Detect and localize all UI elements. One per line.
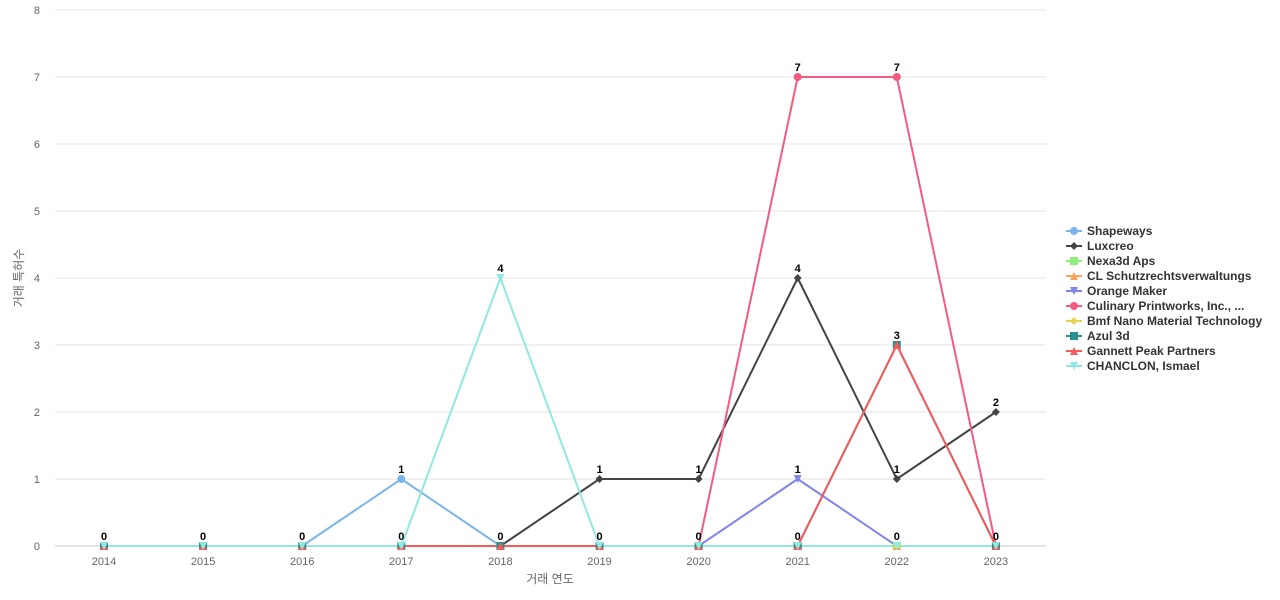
- x-axis-title: 거래 연도: [526, 572, 574, 586]
- x-tick-label: 2020: [686, 556, 710, 568]
- data-label: 3: [894, 330, 900, 342]
- legend-item-gannett-peak-partners: Gannett Peak Partners: [1087, 344, 1216, 358]
- y-tick-label: 1: [34, 474, 40, 486]
- data-point-luxcreo: [892, 475, 901, 483]
- legend-marker: [1070, 287, 1078, 295]
- data-point-chanclon-ismael: [793, 542, 802, 550]
- data-label: 0: [696, 531, 702, 543]
- data-label: 0: [894, 531, 900, 543]
- data-point-culinary-printworks-inc: [793, 73, 802, 81]
- data-label: 1: [795, 464, 801, 476]
- y-axis-title: 거래 특허수: [12, 249, 26, 308]
- grid-lines: [55, 9, 1046, 547]
- legend-item-azul-3d: Azul 3d: [1087, 329, 1130, 343]
- data-label: 1: [596, 464, 602, 476]
- data-label: 2: [993, 397, 999, 409]
- legend-item-culinary-printworks-inc: Culinary Printworks, Inc., ...: [1087, 299, 1244, 313]
- data-point-gannett-peak-partners: [496, 542, 505, 550]
- y-tick-label: 2: [34, 407, 40, 419]
- data-label: 7: [795, 62, 801, 74]
- x-tick-label: 2015: [191, 556, 215, 568]
- data-point-gannett-peak-partners: [892, 341, 901, 349]
- data-label: 0: [795, 531, 801, 543]
- data-point-chanclon-ismael: [892, 542, 901, 550]
- series-markers: [100, 73, 1000, 550]
- data-point-chanclon-ismael: [694, 542, 703, 550]
- series-line-gannett-peak-partners: [104, 344, 997, 547]
- legend-marker: [1070, 347, 1078, 355]
- data-label: 0: [993, 531, 999, 543]
- data-point-luxcreo: [991, 408, 1000, 416]
- x-tick-label: 2019: [587, 556, 611, 568]
- data-label: 0: [200, 531, 206, 543]
- y-tick-label: 8: [34, 5, 40, 17]
- data-point-chanclon-ismael: [991, 542, 1000, 550]
- data-point-culinary-printworks-inc: [892, 73, 901, 81]
- data-label: 0: [497, 531, 503, 543]
- legend-item-shapeways: Shapeways: [1087, 224, 1153, 238]
- legend-marker: [1070, 332, 1078, 340]
- series-line-chanclon-ismael: [104, 277, 996, 547]
- data-label: 1: [398, 464, 404, 476]
- legend-item-luxcreo: Luxcreo: [1087, 239, 1134, 253]
- data-point-chanclon-ismael: [496, 274, 505, 282]
- series-lines: [104, 76, 997, 547]
- x-tick-label: 2014: [92, 556, 116, 568]
- y-tick-label: 7: [34, 72, 40, 84]
- data-label: 0: [596, 531, 602, 543]
- data-label: 7: [894, 62, 900, 74]
- x-tick-label: 2018: [488, 556, 512, 568]
- legend-marker: [1070, 302, 1078, 310]
- x-tick-label: 2016: [290, 556, 314, 568]
- legend-item-chanclon-ismael: CHANCLON, Ismael: [1087, 359, 1200, 373]
- data-label: 0: [398, 531, 404, 543]
- data-point-luxcreo: [595, 475, 604, 483]
- y-tick-label: 0: [34, 541, 40, 553]
- x-tick-label: 2021: [785, 556, 809, 568]
- data-point-shapeways: [397, 475, 406, 483]
- data-label: 1: [894, 464, 900, 476]
- data-point-chanclon-ismael: [199, 542, 208, 550]
- legend-marker: [1070, 257, 1078, 265]
- legend-item-bmf-nano-material-technology: Bmf Nano Material Technology: [1087, 314, 1262, 328]
- x-tick-label: 2017: [389, 556, 413, 568]
- data-point-chanclon-ismael: [298, 542, 307, 550]
- data-point-chanclon-ismael: [397, 542, 406, 550]
- y-tick-label: 6: [34, 139, 40, 151]
- data-point-chanclon-ismael: [595, 542, 604, 550]
- y-tick-label: 5: [34, 206, 40, 218]
- data-point-orange-maker: [793, 475, 802, 483]
- data-point-luxcreo: [694, 475, 703, 483]
- data-label: 0: [101, 531, 107, 543]
- x-tick-label: 2023: [984, 556, 1008, 568]
- legend-marker: [1070, 242, 1078, 250]
- legend-marker: [1070, 362, 1078, 370]
- data-label: 0: [299, 531, 305, 543]
- series-line-culinary-printworks-inc: [104, 76, 997, 547]
- data-label: 4: [497, 263, 504, 275]
- data-point-chanclon-ismael: [100, 542, 108, 550]
- data-label: 1: [696, 464, 702, 476]
- data-point-luxcreo: [793, 274, 802, 282]
- data-label: 4: [795, 263, 802, 275]
- y-tick-label: 3: [34, 340, 40, 352]
- legend-item-nexa3d-aps: Nexa3d Aps: [1087, 254, 1156, 268]
- x-tick-label: 2022: [885, 556, 909, 568]
- legend-item-cl-schutzrechtsverwaltungs: CL Schutzrechtsverwaltungs: [1087, 269, 1252, 283]
- y-tick-label: 4: [34, 273, 40, 285]
- legend-marker: [1070, 272, 1078, 280]
- series-line-azul-3d: [104, 344, 997, 547]
- legend-item-orange-maker: Orange Maker: [1087, 284, 1167, 298]
- legend-marker: [1070, 227, 1078, 235]
- legend-marker: [1070, 317, 1078, 325]
